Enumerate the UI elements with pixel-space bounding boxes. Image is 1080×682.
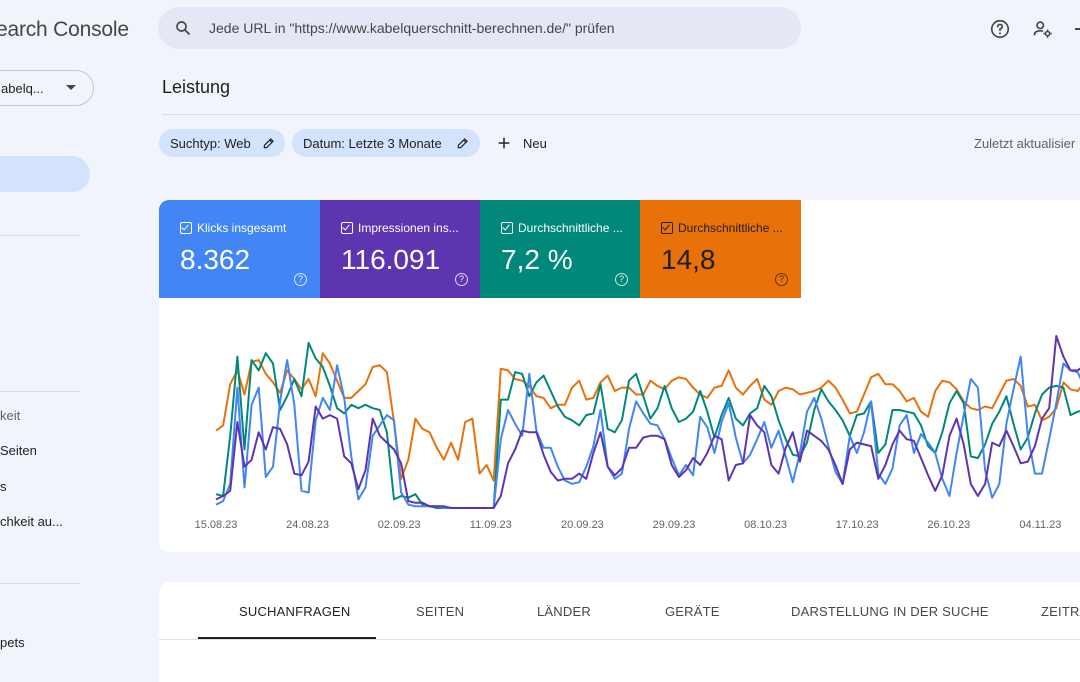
sidebar: earch Console abelq... keit Seiten s chk…: [0, 0, 158, 675]
filter-label: Suchtyp: Web: [170, 136, 251, 151]
active-tab-indicator: [198, 637, 376, 639]
url-inspection-search[interactable]: Jede URL in "https://www.kabelquerschnit…: [158, 7, 801, 49]
metric-clicks[interactable]: Klicks insgesamt 8.362 ?: [159, 200, 320, 298]
help-icon[interactable]: ?: [615, 273, 628, 286]
series-line: [215, 335, 1080, 509]
tab-darstellung[interactable]: DARSTELLUNG IN DER SUCHE: [791, 604, 989, 619]
x-tick-label: 17.10.23: [836, 519, 879, 531]
x-tick-label: 02.09.23: [378, 519, 421, 531]
sidebar-item-seiten[interactable]: Seiten: [0, 443, 37, 458]
metric-ctr[interactable]: Durchschnittliche ... 7,2 % ?: [480, 200, 641, 298]
metric-label: Klicks insgesamt: [197, 221, 287, 235]
app-title: earch Console: [0, 18, 129, 41]
search-icon: [176, 21, 190, 35]
metric-label: Impressionen ins...: [358, 221, 459, 235]
x-tick-label: 08.10.23: [744, 519, 787, 531]
edit-icon: [457, 138, 468, 149]
property-selector[interactable]: abelq...: [0, 70, 94, 106]
checkbox-icon[interactable]: [661, 222, 673, 234]
user-settings-icon[interactable]: [1032, 18, 1054, 40]
tab-zeitraeume[interactable]: ZEITRÄ: [1041, 604, 1080, 619]
sidebar-item-active[interactable]: [0, 156, 90, 192]
tab-laender[interactable]: LÄNDER: [537, 604, 591, 619]
x-tick-label: 15.08.23: [195, 519, 238, 531]
new-label: Neu: [523, 136, 547, 151]
x-tick-label: 20.09.23: [561, 519, 604, 531]
edit-icon: [263, 138, 274, 149]
chevron-down-icon: [66, 85, 76, 90]
account-icon-fragment[interactable]: [1075, 28, 1080, 30]
metric-label: Durchschnittliche ...: [678, 221, 783, 235]
sidebar-section-heading: keit: [0, 408, 21, 423]
sidebar-item-videos[interactable]: s: [0, 479, 7, 494]
tab-suchanfragen[interactable]: SUCHANFRAGEN: [239, 604, 351, 619]
tab-seiten[interactable]: SEITEN: [416, 604, 465, 619]
series-line: [215, 352, 1080, 482]
filter-date[interactable]: Datum: Letzte 3 Monate: [292, 129, 480, 157]
help-icon[interactable]: ?: [294, 273, 307, 286]
metric-value: 8.362: [180, 244, 251, 275]
property-label: abelq...: [1, 81, 44, 96]
metric-value: 116.091: [341, 244, 441, 275]
header-divider: [162, 114, 1080, 115]
sidebar-divider: [0, 235, 80, 236]
x-tick-label: 24.08.23: [286, 519, 329, 531]
plus-icon: [498, 137, 510, 149]
performance-card: Klicks insgesamt 8.362 ? Impressionen in…: [159, 200, 1080, 552]
tabs-divider: [159, 639, 1080, 640]
help-icon[interactable]: [989, 18, 1011, 40]
x-tick-label: 11.09.23: [470, 519, 512, 531]
series-line: [215, 355, 1080, 509]
checkbox-icon[interactable]: [180, 222, 192, 234]
tab-geraete[interactable]: GERÄTE: [665, 604, 720, 619]
checkbox-icon[interactable]: [341, 222, 353, 234]
checkbox-icon[interactable]: [501, 222, 513, 234]
metric-value: 7,2 %: [501, 244, 573, 275]
performance-chart[interactable]: 15.08.23 24.08.23 02.09.23 11.09.23 20.09.23…: [159, 298, 1080, 552]
page-title: Leistung: [162, 77, 231, 97]
metric-value: 14,8: [661, 244, 716, 275]
sidebar-item-nutzerfreundlichkeit[interactable]: chkeit au...: [0, 514, 63, 529]
metric-position[interactable]: Durchschnittliche ... 14,8 ?: [640, 200, 801, 298]
metric-impressions[interactable]: Impressionen ins... 116.091 ?: [320, 200, 481, 298]
x-tick-label: 04.11.23: [1019, 519, 1061, 531]
dimension-tabs: SUCHANFRAGEN SEITEN LÄNDER GERÄTE DARSTE…: [159, 582, 1080, 682]
filter-label: Datum: Letzte 3 Monate: [303, 136, 442, 151]
sidebar-divider: [0, 583, 80, 584]
filter-search-type[interactable]: Suchtyp: Web: [159, 129, 285, 157]
x-tick-label: 29.09.23: [653, 519, 696, 531]
sidebar-divider: [0, 391, 80, 392]
help-icon[interactable]: ?: [775, 273, 788, 286]
series-line: [215, 341, 1080, 509]
search-placeholder: Jede URL in "https://www.kabelquerschnit…: [209, 20, 615, 36]
metric-label: Durchschnittliche ...: [518, 221, 623, 235]
help-icon[interactable]: ?: [455, 273, 468, 286]
last-updated: Zuletzt aktualisier: [974, 136, 1076, 151]
sidebar-item-snippets[interactable]: pets: [0, 635, 25, 650]
x-tick-label: 26.10.23: [927, 519, 970, 531]
